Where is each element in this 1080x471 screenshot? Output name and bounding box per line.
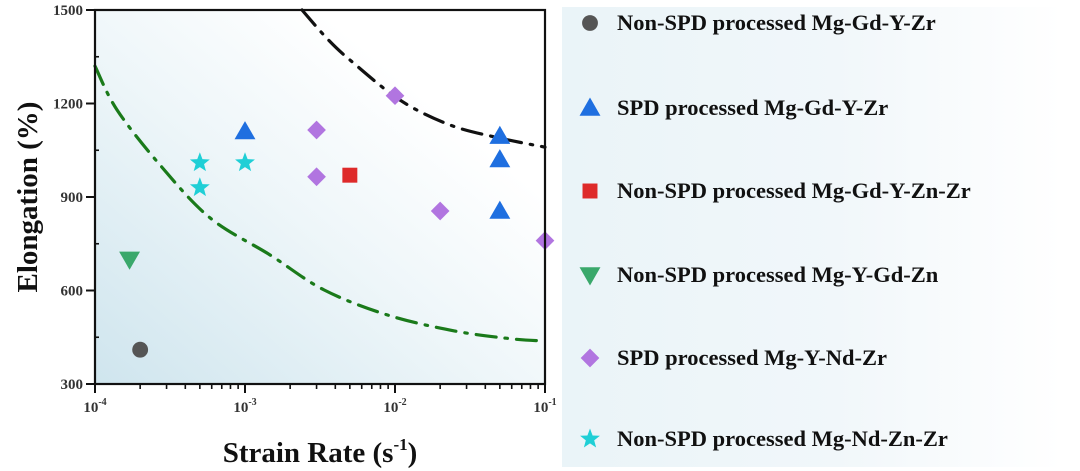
data-markers (119, 86, 555, 358)
legend-label: Non-SPD processed Mg-Gd-Y-Zn-Zr (617, 178, 971, 203)
x-tick-label-base: 10 (383, 400, 398, 416)
data-point-star (189, 152, 210, 172)
x-tick-label-exponent: -2 (398, 397, 406, 408)
data-point-circle (132, 341, 149, 358)
legend-marker-diamond-icon (580, 348, 600, 368)
legend-marker-triangle-up-icon (579, 97, 601, 116)
legend-marker-square-icon (582, 183, 598, 199)
x-tick-label: 10-2 (383, 397, 406, 416)
y-tick-label: 600 (61, 284, 84, 300)
x-axis-title-superscript: -1 (393, 435, 407, 454)
legend-label: Non-SPD processed Mg-Gd-Y-Zr (617, 10, 936, 35)
legend-label: SPD processed Mg-Y-Nd-Zr (617, 345, 887, 370)
y-tick-label: 300 (61, 377, 84, 393)
data-point-diamond (307, 120, 326, 140)
x-tick-label-exponent: -1 (548, 397, 556, 408)
legend-label: SPD processed Mg-Gd-Y-Zr (617, 95, 889, 120)
data-point-diamond (385, 86, 405, 106)
data-point-triangle-up (489, 149, 511, 168)
y-tick-label: 900 (61, 190, 84, 206)
data-point-star (235, 152, 255, 172)
data-point-triangle-up (234, 121, 256, 140)
y-tick-label: 1200 (53, 97, 83, 113)
legend-label: Non-SPD processed Mg-Nd-Zn-Zr (617, 426, 948, 451)
y-axis-title: Elongation (%) (12, 102, 44, 293)
x-tick-label: 10-1 (533, 397, 556, 416)
legend-marker-star-icon (580, 428, 600, 448)
data-point-square (342, 167, 358, 183)
x-tick-label-base: 10 (533, 400, 548, 416)
x-tick-label-exponent: -4 (98, 397, 106, 408)
x-tick-label-exponent: -3 (248, 397, 256, 408)
x-tick-label-base: 10 (83, 400, 98, 416)
plot-area (95, 10, 545, 384)
x-tick-label: 10-4 (83, 397, 106, 416)
data-point-diamond (307, 167, 326, 187)
data-point-diamond (430, 201, 450, 221)
data-point-triangle-up (489, 200, 511, 219)
legend: Non-SPD processed Mg-Gd-Y-Zr SPD processe… (562, 7, 1062, 467)
y-tick-label: 1500 (53, 3, 83, 19)
legend-marker-circle-icon (582, 15, 598, 31)
x-tick-label-base: 10 (233, 400, 248, 416)
data-point-triangle-down (119, 251, 141, 270)
legend-marker-triangle-down-icon (579, 267, 601, 286)
legend-label: Non-SPD processed Mg-Y-Gd-Zn (617, 262, 939, 287)
x-axis-title-text: Strain Rate (s (223, 437, 394, 469)
x-axis-title-close: ) (408, 437, 418, 469)
data-point-triangle-up (489, 125, 511, 144)
data-point-star (189, 177, 210, 197)
lower-bound-trend (93, 64, 547, 343)
x-tick-label: 10-3 (233, 397, 256, 416)
x-axis-title: Strain Rate (s-1) (223, 435, 418, 469)
